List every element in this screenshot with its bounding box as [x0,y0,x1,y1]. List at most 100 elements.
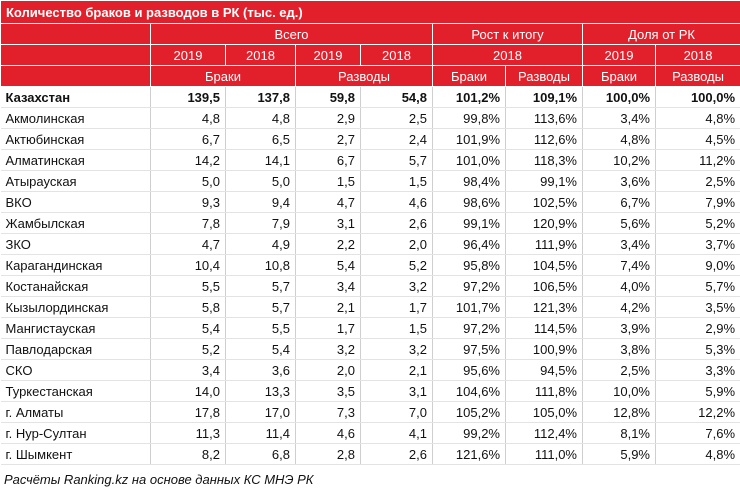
header-cell: Доля от РК [581,23,740,45]
value-cell: 97,2% [432,317,506,339]
value-cell: 118,3% [505,149,583,171]
region-cell: Карагандинская [0,254,151,276]
value-cell: 6,7% [582,191,656,213]
value-cell: 5,8 [150,296,226,318]
value-cell: 59,8 [295,86,361,108]
header-cell [0,65,151,87]
value-cell: 4,8% [655,443,740,465]
region-cell: г. Нур-Султан [0,422,151,444]
table-row: Атырауская 5,0 5,0 1,5 1,5 98,4% 99,1% 3,6% 2,5% [0,170,740,192]
value-cell: 121,3% [505,296,583,318]
header-cell [0,44,151,66]
header-cell [0,23,151,45]
header-row: Браки Разводы Браки Разводы Браки Разводы [0,65,740,87]
header-cell: Рост к итогу [432,23,583,45]
value-cell: 4,8 [150,107,226,129]
value-cell: 5,0 [225,170,296,192]
region-cell: Алматинская [0,149,151,171]
value-cell: 98,6% [432,191,506,213]
header-cell: Разводы [505,65,583,87]
value-cell: 5,5 [225,317,296,339]
table-row: Туркестанская 14,0 13,3 3,5 3,1 104,6% 111,8% 1… [0,380,740,402]
table-row: Жамбылская 7,8 7,9 3,1 2,6 99,1% 120,9% 5,6% 5,2… [0,212,740,234]
value-cell: 5,4 [150,317,226,339]
region-cell: Атырауская [0,170,151,192]
header-cell: Браки [150,65,296,87]
table-row: Алматинская 14,2 14,1 6,7 5,7 101,0% 118,3% 10,… [0,149,740,171]
header-cell: 2018 [432,44,583,66]
value-cell: 11,4 [225,422,296,444]
table-row: СКО 3,4 3,6 2,0 2,1 95,6% 94,5% 2,5% 3,3% [0,359,740,381]
value-cell: 104,6% [432,380,506,402]
region-cell: ЗКО [0,233,151,255]
table-row: г. Алматы 17,8 17,0 7,3 7,0 105,2% 105,0% 12,8%… [0,401,740,423]
value-cell: 2,1 [360,359,433,381]
region-cell: Акмолинская [0,107,151,129]
value-cell: 2,0 [360,233,433,255]
region-cell: г. Алматы [0,401,151,423]
value-cell: 95,6% [432,359,506,381]
region-cell: Казахстан [0,86,151,108]
value-cell: 3,6% [582,170,656,192]
value-cell: 3,4 [295,275,361,297]
value-cell: 2,6 [360,443,433,465]
value-cell: 111,0% [505,443,583,465]
value-cell: 5,7% [655,275,740,297]
value-cell: 3,5 [295,380,361,402]
value-cell: 4,7 [295,191,361,213]
value-cell: 139,5 [150,86,226,108]
table-row: Актюбинская 6,7 6,5 2,7 2,4 101,9% 112,6% 4,8% 4… [0,128,740,150]
value-cell: 3,4 [150,359,226,381]
value-cell: 101,2% [432,86,506,108]
value-cell: 11,2% [655,149,740,171]
value-cell: 3,2 [360,338,433,360]
value-cell: 10,4 [150,254,226,276]
value-cell: 7,4% [582,254,656,276]
table-row: ЗКО 4,7 4,9 2,2 2,0 96,4% 111,9% 3,4% 3,7% [0,233,740,255]
value-cell: 10,8 [225,254,296,276]
source-note: Расчёты Ranking.kz на основе данных КС М… [4,472,314,487]
value-cell: 5,2 [360,254,433,276]
value-cell: 13,3 [225,380,296,402]
table-row: Акмолинская 4,8 4,8 2,9 2,5 99,8% 113,6% 3,4% 4,… [0,107,740,129]
value-cell: 10,0% [582,380,656,402]
value-cell: 9,4 [225,191,296,213]
header-cell: Браки [582,65,656,87]
value-cell: 2,5% [582,359,656,381]
value-cell: 5,3% [655,338,740,360]
table-row: Павлодарская 5,2 5,4 3,2 3,2 97,5% 100,9% 3,8% 5… [0,338,740,360]
value-cell: 5,5 [150,275,226,297]
value-cell: 3,7% [655,233,740,255]
value-cell: 113,6% [505,107,583,129]
value-cell: 6,7 [295,149,361,171]
value-cell: 97,5% [432,338,506,360]
value-cell: 6,7 [150,128,226,150]
value-cell: 101,7% [432,296,506,318]
table-row: г. Шымкент 8,2 6,8 2,8 2,6 121,6% 111,0% 5,9% 4,… [0,443,740,465]
table-row: Казахстан 139,5 137,8 59,8 54,8 101,2% 109,1% 1… [0,86,740,108]
value-cell: 100,0% [582,86,656,108]
value-cell: 3,9% [582,317,656,339]
value-cell: 4,8% [582,128,656,150]
value-cell: 12,2% [655,401,740,423]
value-cell: 99,2% [432,422,506,444]
header-row: 2019 2018 2019 2018 2018 2019 2018 [0,44,740,66]
value-cell: 114,5% [505,317,583,339]
value-cell: 101,0% [432,149,506,171]
value-cell: 137,8 [225,86,296,108]
value-cell: 2,6 [360,212,433,234]
value-cell: 101,9% [432,128,506,150]
value-cell: 97,2% [432,275,506,297]
value-cell: 95,8% [432,254,506,276]
region-cell: Павлодарская [0,338,151,360]
value-cell: 5,7 [225,275,296,297]
value-cell: 98,4% [432,170,506,192]
table-row: Костанайская 5,5 5,7 3,4 3,2 97,2% 106,5% 4,0% 5… [0,275,740,297]
value-cell: 7,3 [295,401,361,423]
table-title: Количество браков и разводов в РК (тыс. … [0,0,740,24]
value-cell: 9,0% [655,254,740,276]
value-cell: 106,5% [505,275,583,297]
value-cell: 5,2 [150,338,226,360]
region-cell: СКО [0,359,151,381]
